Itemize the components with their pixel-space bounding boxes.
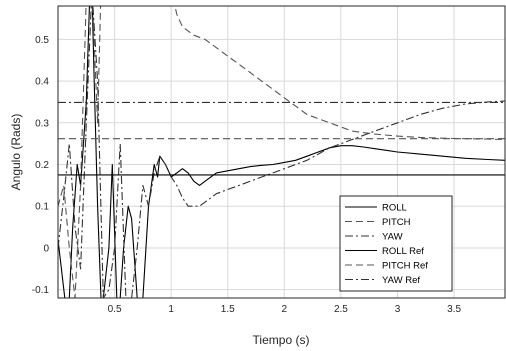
x-tick-label: 1 (168, 304, 174, 315)
y-tick-label: 0.3 (35, 118, 49, 129)
legend-label: PITCH Ref (382, 261, 428, 272)
series-layer (58, 6, 505, 298)
y-tick-label: 0 (43, 243, 49, 254)
y-axis-label: Angulo (Rads) (9, 114, 23, 191)
x-tick-label: 3 (395, 304, 401, 315)
x-tick-labels: 0.5 1 1.5 2 2.5 3 3.5 (108, 304, 462, 315)
legend-label: YAW (382, 232, 403, 243)
x-tick-label: 2 (282, 304, 288, 315)
y-tick-label: 0.4 (35, 77, 49, 88)
x-tick-label: 1.5 (221, 304, 235, 315)
legend-label: PITCH (382, 217, 411, 228)
x-tick-label: 2.5 (334, 304, 348, 315)
legend-label: ROLL Ref (382, 246, 424, 257)
y-tick-label: 0.5 (35, 35, 49, 46)
legend: ROLL PITCH YAW ROLL Ref PITCH Ref YAW Ref (339, 195, 453, 292)
plot-frame (57, 5, 506, 299)
y-tick-label: 0.2 (35, 160, 49, 171)
y-tick-label: -0.1 (32, 285, 50, 296)
series-line-yaw (58, 6, 505, 298)
x-axis-label: Tiempo (s) (253, 333, 310, 347)
y-tick-label: 0.1 (35, 202, 49, 213)
x-tick-label: 0.5 (108, 304, 122, 315)
legend-label: YAW Ref (382, 275, 420, 286)
legend-label: ROLL (382, 203, 407, 214)
y-tick-labels: -0.1 0 0.1 0.2 0.3 0.4 0.5 (32, 35, 50, 296)
x-tick-label: 3.5 (447, 304, 461, 315)
legend-box (339, 195, 453, 292)
